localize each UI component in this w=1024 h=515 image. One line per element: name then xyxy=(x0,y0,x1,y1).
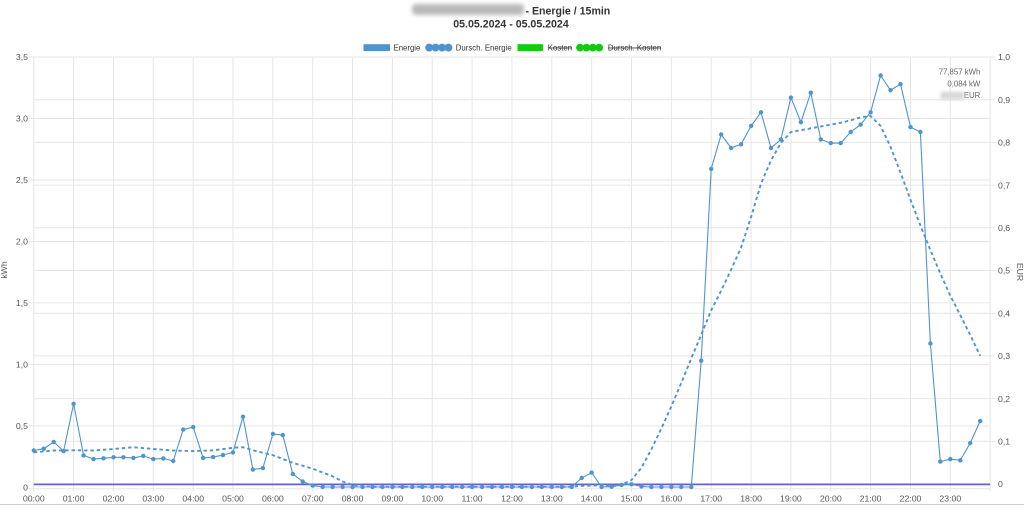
svg-text:13:00: 13:00 xyxy=(541,494,563,504)
svg-text:09:00: 09:00 xyxy=(382,494,404,504)
svg-text:3,0: 3,0 xyxy=(16,114,28,124)
svg-text:- Energie / 15min: - Energie / 15min xyxy=(526,6,611,18)
svg-text:20:00: 20:00 xyxy=(820,494,842,504)
svg-text:2,0: 2,0 xyxy=(16,237,28,247)
svg-text:22:00: 22:00 xyxy=(900,494,922,504)
svg-text:2,5: 2,5 xyxy=(16,175,28,185)
svg-text:EUR: EUR xyxy=(964,91,981,100)
svg-text:1,0: 1,0 xyxy=(16,360,28,370)
svg-text:07:00: 07:00 xyxy=(302,494,324,504)
svg-text:0,084 kW: 0,084 kW xyxy=(947,80,981,89)
svg-text:0,4: 0,4 xyxy=(998,308,1010,318)
svg-text:08:00: 08:00 xyxy=(342,494,364,504)
svg-text:kWh: kWh xyxy=(0,261,9,279)
svg-text:16:00: 16:00 xyxy=(661,494,683,504)
svg-text:3,5: 3,5 xyxy=(16,52,28,62)
svg-text:18:00: 18:00 xyxy=(740,494,762,504)
svg-text:10:00: 10:00 xyxy=(421,494,443,504)
svg-text:12:00: 12:00 xyxy=(501,494,523,504)
svg-text:03:00: 03:00 xyxy=(142,494,164,504)
svg-text:1,5: 1,5 xyxy=(16,298,28,308)
svg-text:1,0: 1,0 xyxy=(998,52,1010,62)
svg-text:0,7: 0,7 xyxy=(998,180,1010,190)
svg-text:01:00: 01:00 xyxy=(63,494,85,504)
svg-text:Dursch. Energie: Dursch. Energie xyxy=(456,43,512,52)
svg-text:0,5: 0,5 xyxy=(16,421,28,431)
svg-text:EUR: EUR xyxy=(1015,263,1024,281)
svg-text:17:00: 17:00 xyxy=(700,494,722,504)
svg-text:11:00: 11:00 xyxy=(462,494,483,504)
svg-text:04:00: 04:00 xyxy=(182,494,204,504)
svg-text:19:00: 19:00 xyxy=(780,494,802,504)
svg-text:Kosten: Kosten xyxy=(548,43,572,52)
svg-text:Energie: Energie xyxy=(394,43,421,52)
svg-text:00:00: 00:00 xyxy=(23,494,45,504)
svg-text:02:00: 02:00 xyxy=(103,494,125,504)
svg-text:0,1: 0,1 xyxy=(998,437,1010,447)
svg-text:0,3: 0,3 xyxy=(998,351,1010,361)
svg-text:0,5: 0,5 xyxy=(998,266,1010,276)
svg-text:21:00: 21:00 xyxy=(860,494,882,504)
svg-text:0: 0 xyxy=(998,479,1003,489)
svg-text:77,857 kWh: 77,857 kWh xyxy=(939,68,981,77)
svg-text:23:00: 23:00 xyxy=(939,494,961,504)
svg-text:Dursch. Kosten: Dursch. Kosten xyxy=(608,43,661,52)
svg-text:05:00: 05:00 xyxy=(222,494,244,504)
svg-text:06:00: 06:00 xyxy=(262,494,284,504)
svg-text:05.05.2024 - 05.05.2024: 05.05.2024 - 05.05.2024 xyxy=(453,18,569,30)
svg-text:0,8: 0,8 xyxy=(998,138,1010,148)
svg-text:0,9: 0,9 xyxy=(998,95,1010,105)
svg-text:0,6: 0,6 xyxy=(998,223,1010,233)
svg-text:0,2: 0,2 xyxy=(998,394,1010,404)
svg-text:0: 0 xyxy=(23,483,28,493)
svg-text:15:00: 15:00 xyxy=(621,494,643,504)
svg-text:14:00: 14:00 xyxy=(581,494,603,504)
